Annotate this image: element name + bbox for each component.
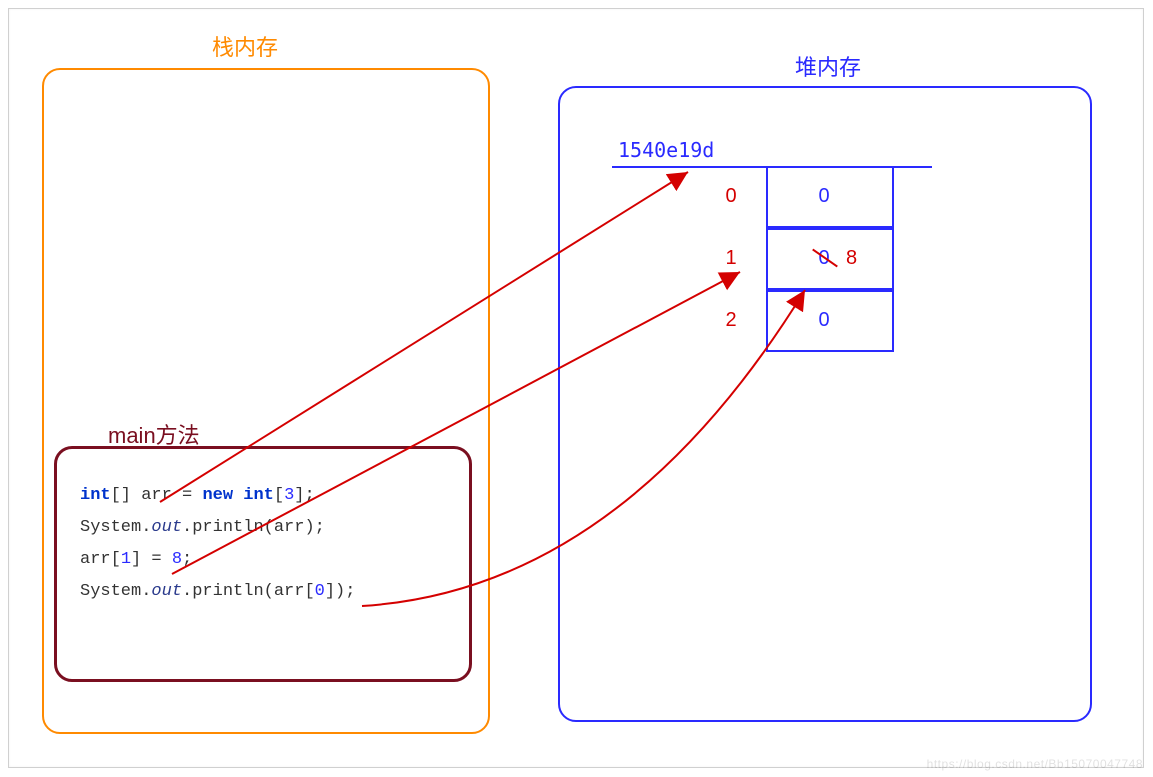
code-line: arr[1] = 8;: [80, 544, 355, 576]
array-index: 0: [716, 185, 746, 208]
array-value: 0: [812, 185, 836, 208]
code-line: int[] arr = new int[3];: [80, 480, 355, 512]
heap-title: 堆内存: [795, 50, 861, 82]
array-new-value: 8: [846, 247, 857, 270]
array-index: 2: [716, 309, 746, 332]
stack-title: 栈内存: [212, 30, 278, 62]
watermark: https://blog.csdn.net/Bb15070047748: [927, 757, 1143, 771]
code-line: System.out.println(arr[0]);: [80, 576, 355, 608]
array-value: 0: [812, 309, 836, 332]
array-address: 1540e19d: [618, 138, 714, 162]
code-line: System.out.println(arr);: [80, 512, 355, 544]
array-index: 1: [716, 247, 746, 270]
code-block: int[] arr = new int[3];System.out.printl…: [80, 480, 355, 608]
